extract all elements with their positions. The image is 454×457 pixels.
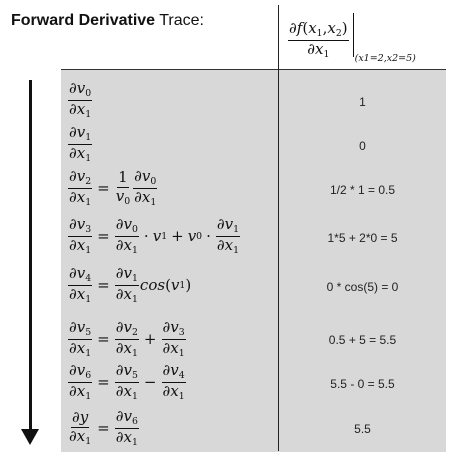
title-normal: Trace: bbox=[159, 12, 204, 29]
trace-value: 1/2 * 1 = 0.5 bbox=[329, 183, 396, 197]
page-title: Forward Derivative Trace: bbox=[11, 12, 204, 30]
trace-row-v5: ∂v5 ∂x1 = ∂v2 ∂x1 + ∂v3 ∂x1 bbox=[68, 317, 186, 359]
trace-row-y: ∂y ∂x1 = ∂v6 ∂x1 bbox=[69, 406, 139, 448]
trace-value: 5.5 bbox=[354, 422, 371, 436]
trace-value: 1*5 + 2*0 = 5 bbox=[327, 231, 398, 245]
trace-row-v1: ∂v1 ∂x1 bbox=[68, 122, 93, 164]
evaluation-bar bbox=[352, 13, 354, 57]
down-arrow-head-icon bbox=[21, 429, 39, 445]
trace-value: 1 bbox=[359, 95, 366, 109]
trace-value: 0 bbox=[359, 139, 366, 153]
trace-table-panel bbox=[61, 70, 446, 452]
trace-value: 0 * cos(5) = 0 bbox=[326, 280, 399, 294]
header-fraction: ∂f(x1,x2) ∂x1 bbox=[288, 19, 349, 60]
column-divider bbox=[278, 5, 279, 451]
header-divider bbox=[61, 69, 446, 70]
column-header-derivative: ∂f(x1,x2) ∂x1 (x1=2,x2=5) bbox=[287, 13, 416, 64]
trace-value: 0.5 + 5 = 5.5 bbox=[328, 333, 397, 347]
trace-row-v4: ∂v4 ∂x1 = ∂v1 ∂x1 cos(v 1) bbox=[68, 263, 192, 305]
title-bold: Forward Derivative bbox=[11, 12, 156, 29]
evaluation-point: (x1=2,x2=5) bbox=[354, 53, 416, 64]
trace-row-v6: ∂v6 ∂x1 = ∂v5 ∂x1 − ∂v4 ∂x1 bbox=[68, 360, 186, 402]
trace-value: 5.5 - 0 = 5.5 bbox=[330, 377, 395, 391]
trace-row-v2: ∂v2 ∂x1 = 1 v0 ∂v0 ∂x1 bbox=[68, 166, 158, 208]
down-arrow-icon bbox=[29, 80, 32, 432]
trace-row-v0: ∂v0 ∂x1 bbox=[68, 78, 93, 120]
trace-row-v3: ∂v3 ∂x1 = ∂v0 ∂x1 · v 1 + v 0 · ∂v1 ∂x1 bbox=[68, 214, 241, 256]
